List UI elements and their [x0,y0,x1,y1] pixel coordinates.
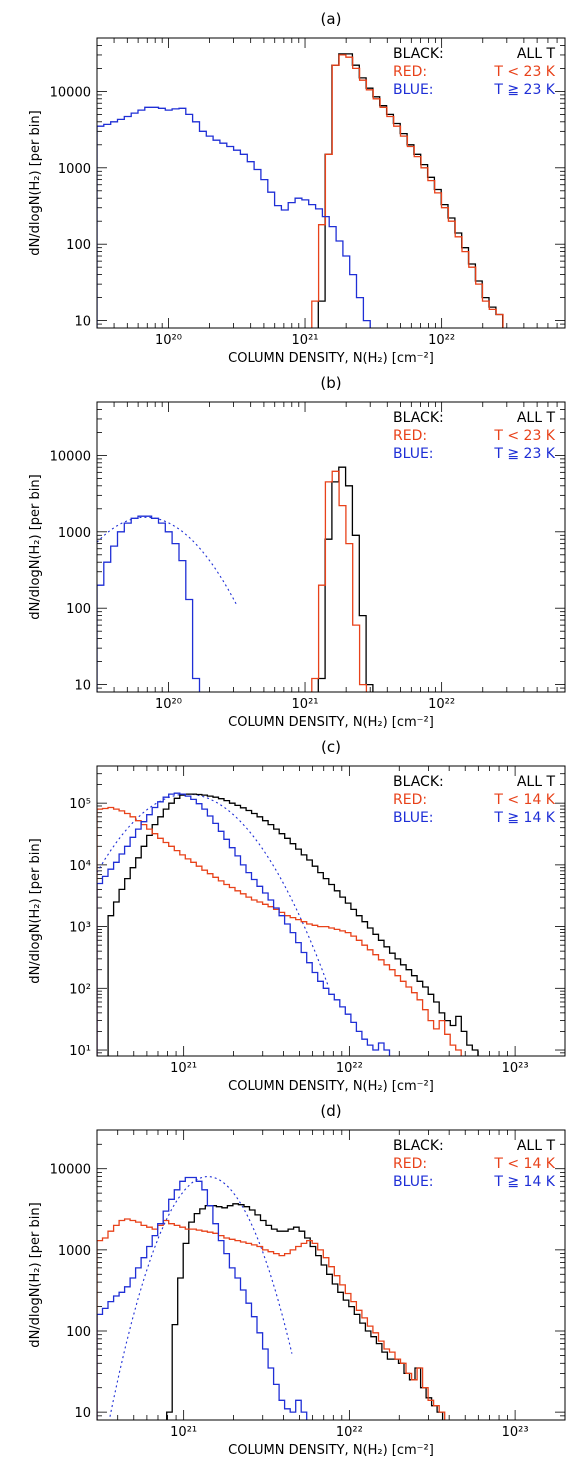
x-tick-label: 10²² [428,333,455,348]
histogram-series-black [317,466,374,692]
histogram-series-red [311,54,504,328]
legend-value-blue: T ≧ 23 K [493,446,555,462]
legend-key-blue: BLUE: [393,82,434,98]
legend-value-blue: T ≧ 23 K [493,82,555,98]
plot-frame [96,401,566,693]
legend: BLACK: ALL T RED: T < 23 K BLUE: T ≧ 23 K [393,410,556,462]
legend-key-black: BLACK: [393,774,444,790]
legend-key-red: RED: [393,428,427,444]
axis-ticks [96,765,566,1057]
legend-key-blue: BLUE: [393,446,434,462]
y-tick-label: 10² [69,982,91,997]
x-axis-label: COLUMN DENSITY, N(H₂) [cm⁻²] [228,1443,434,1458]
x-tick-label: 10²³ [502,1425,529,1440]
y-tick-label: 100 [66,1325,91,1340]
y-tick-label: 10¹ [69,1044,91,1059]
y-tick-label: 1000 [58,1244,91,1259]
legend: BLACK: ALL T RED: T < 23 K BLUE: T ≧ 23 K [393,46,556,98]
x-axis-label: COLUMN DENSITY, N(H₂) [cm⁻²] [228,1079,434,1094]
legend-value-red: T < 14 K [493,1156,555,1172]
histogram-series-red [311,470,368,692]
panel-label: (c) [321,738,341,756]
legend-key-black: BLACK: [393,46,444,62]
x-tick-label: 10²² [428,697,455,712]
histogram-series-black [107,793,479,1056]
legend-value-black: ALL T [517,410,556,426]
histogram-series-black [317,53,504,328]
legend-key-red: RED: [393,1156,427,1172]
histogram-series-red [97,1218,446,1420]
y-axis-label: dN/dlogN(H₂) [per bin] [28,474,43,619]
legend-key-blue: BLUE: [393,810,434,826]
y-axis-label: dN/dlogN(H₂) [per bin] [28,838,43,983]
y-tick-label: 10000 [50,1163,91,1178]
y-tick-label: 1000 [58,162,91,177]
histogram-series-blue [97,106,371,328]
x-tick-label: 10²¹ [292,697,319,712]
x-tick-label: 10²¹ [170,1425,197,1440]
gaussian-fit-curve [97,516,238,607]
legend-key-red: RED: [393,792,427,808]
x-tick-label: 10²² [336,1425,363,1440]
y-axis-label: dN/dlogN(H₂) [per bin] [28,110,43,255]
histogram-series-black [166,1203,444,1420]
x-axis-label: COLUMN DENSITY, N(H₂) [cm⁻²] [228,351,434,366]
legend-value-red: T < 14 K [493,792,555,808]
legend: BLACK: ALL T RED: T < 14 K BLUE: T ≧ 14 K [393,1138,556,1190]
plot-frame [96,1129,566,1421]
y-tick-label: 10⁵ [69,797,91,812]
y-tick-label: 1000 [58,526,91,541]
axis-ticks [96,37,566,329]
gaussian-fit-curve [108,1176,293,1420]
legend-key-black: BLACK: [393,1138,444,1154]
x-tick-label: 10²¹ [292,333,319,348]
chart-panel: (a) 10²⁰ 10²¹ 10²² 10 100 1000 10000 COLUMN DENS… [28,10,566,366]
legend-value-blue: T ≧ 14 K [493,810,555,826]
legend: BLACK: ALL T RED: T < 14 K BLUE: T ≧ 14 K [393,774,556,826]
x-tick-label: 10²³ [502,1061,529,1076]
y-axis-label: dN/dlogN(H₂) [per bin] [28,1202,43,1347]
plot-frame [96,765,566,1057]
legend-value-red: T < 23 K [493,64,555,80]
chart-panel: (c) 10²¹ 10²² 10²³ 10¹ 10² 10³ 10⁴ 10⁵ COLUMN DEN… [28,738,566,1094]
y-tick-label: 10 [74,1406,91,1421]
x-tick-label: 10²¹ [170,1061,197,1076]
legend-key-black: BLACK: [393,410,444,426]
chart-panel: (b) 10²⁰ 10²¹ 10²² 10 100 1000 10000 COLUMN DENS… [28,374,566,730]
legend-value-red: T < 23 K [493,428,555,444]
legend-key-red: RED: [393,64,427,80]
chart-panel: (d) 10²¹ 10²² 10²³ 10 100 1000 10000 COLUMN DENS… [28,1102,566,1458]
y-tick-label: 10³ [69,921,91,936]
histogram-series-blue [97,792,391,1056]
y-tick-label: 100 [66,238,91,253]
histogram-series-blue [97,1176,308,1420]
histogram-series-red [97,806,462,1056]
y-tick-label: 10⁴ [69,859,91,874]
y-tick-label: 100 [66,602,91,617]
legend-value-black: ALL T [517,1138,556,1154]
y-tick-label: 10 [74,679,91,694]
legend-value-blue: T ≧ 14 K [493,1174,555,1190]
legend-key-blue: BLUE: [393,1174,434,1190]
y-tick-label: 10 [74,315,91,330]
legend-value-black: ALL T [517,46,556,62]
y-tick-label: 10000 [50,85,91,100]
legend-value-black: ALL T [517,774,556,790]
panel-label: (a) [321,10,342,28]
x-tick-label: 10²⁰ [155,697,182,712]
x-axis-label: COLUMN DENSITY, N(H₂) [cm⁻²] [228,715,434,730]
x-tick-label: 10²² [336,1061,363,1076]
plot-frame [96,37,566,329]
y-tick-label: 10000 [50,449,91,464]
panel-label: (d) [320,1102,341,1120]
x-tick-label: 10²⁰ [155,333,182,348]
panel-label: (b) [320,374,341,392]
histogram-series-blue [97,515,201,692]
